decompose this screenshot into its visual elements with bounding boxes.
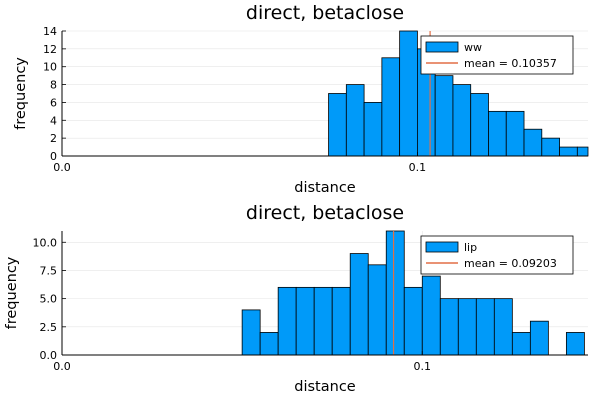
histogram-bar: [385, 230, 405, 356]
histogram-bar: [313, 286, 333, 356]
histogram-bar: [363, 102, 383, 157]
histogram-bar: [505, 110, 525, 157]
histogram-bar: [399, 30, 418, 157]
histogram-bar: [541, 137, 560, 157]
y-tick-label: 6: [50, 96, 57, 109]
histogram-bar: [439, 298, 459, 356]
legend-entry-label: ww: [464, 41, 482, 54]
y-tick-label: 2.5: [40, 321, 58, 334]
histogram-bar: [331, 286, 351, 356]
histogram-bar: [277, 286, 297, 356]
legend: lip mean = 0.09203: [420, 235, 574, 275]
y-tick-label: 4: [50, 114, 57, 127]
histogram-bar: [488, 110, 507, 157]
legend-entry-label: mean = 0.09203: [464, 257, 557, 270]
histogram-bar: [403, 286, 423, 356]
histogram-panel-top: 0 2 4 6 8 10 12 14 0.0 0.1 direct, betaclose distan…: [13, 2, 589, 196]
legend-swatch-bar: [425, 41, 459, 53]
x-axis-label: distance: [294, 180, 356, 196]
x-tick-label: 0.1: [414, 360, 432, 373]
histogram-bar: [381, 57, 401, 157]
histogram-panel-bottom: 0.0 2.5 5.0 7.5 10.0 0.0 0.1 direct, betaclose d…: [4, 202, 588, 395]
histogram-bar: [493, 298, 513, 356]
histogram-bar: [470, 93, 489, 157]
legend-swatch-bar: [425, 241, 459, 253]
x-tick-label: 0.0: [53, 161, 71, 174]
chart-title: direct, betaclose: [246, 202, 404, 224]
y-tick-label: 12: [43, 43, 57, 56]
histogram-bar: [421, 275, 441, 356]
y-tick-label: 2: [50, 132, 57, 145]
x-tick-label: 0.1: [409, 161, 427, 174]
y-tick-label: 10.0: [33, 236, 58, 249]
histogram-bar: [559, 146, 578, 157]
histogram-bar: [576, 146, 589, 157]
histogram-bar: [295, 286, 315, 356]
x-tick-label: 0.0: [53, 360, 71, 373]
histogram-bar: [475, 298, 495, 356]
histogram-bar: [565, 332, 585, 356]
histogram-bar: [259, 332, 279, 356]
legend-entry-label: lip: [464, 241, 477, 254]
y-tick-label: 0.0: [40, 349, 58, 362]
y-axis-label: frequency: [4, 256, 20, 329]
y-tick-label: 5.0: [40, 293, 58, 306]
histogram-bar: [367, 264, 387, 356]
histogram-bar: [511, 332, 531, 356]
legend: ww mean = 0.10357: [420, 35, 574, 75]
x-axis-label: distance: [294, 379, 356, 395]
y-tick-label: 14: [43, 25, 57, 38]
histogram-bar: [328, 93, 347, 157]
histogram-bar: [241, 309, 261, 356]
y-tick-label: 10: [43, 61, 57, 74]
histogram-bar: [523, 128, 543, 157]
histogram-bar: [345, 84, 365, 157]
histogram-bar: [529, 320, 549, 356]
histogram-bar: [434, 75, 454, 157]
y-axis-label: frequency: [13, 57, 29, 130]
histogram-bar: [349, 253, 369, 356]
legend-entry-label: mean = 0.10357: [464, 57, 557, 70]
y-tick-label: 8: [50, 79, 57, 92]
y-tick-label: 7.5: [40, 264, 58, 277]
y-tick-label: 0: [50, 150, 57, 163]
histogram-bar: [457, 298, 477, 356]
chart-title: direct, betaclose: [246, 2, 404, 24]
histogram-bar: [452, 84, 472, 157]
